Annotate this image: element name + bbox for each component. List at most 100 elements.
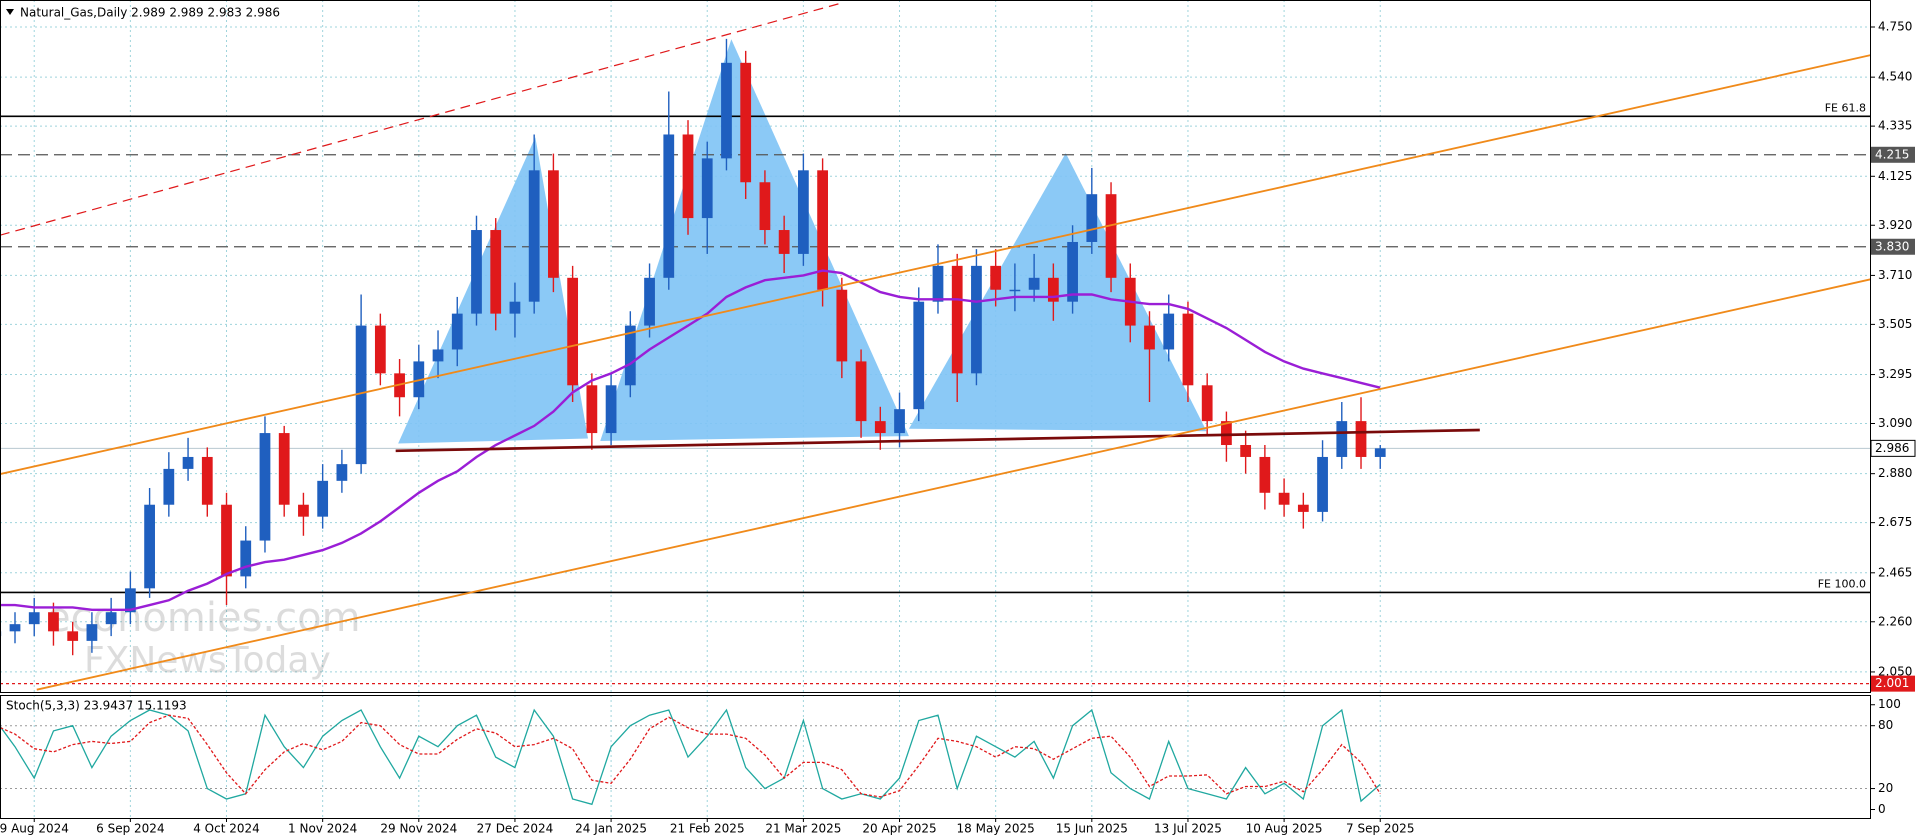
candle-body	[182, 456, 194, 469]
candle-body	[144, 504, 155, 589]
y-tick-label: 2.675	[1878, 515, 1912, 529]
x-tick-label: 29 Nov 2024	[380, 822, 457, 836]
x-tick-label: 4 Oct 2024	[193, 822, 260, 836]
y-tick-label: 4.750	[1878, 19, 1912, 33]
x-tick-label: 21 Mar 2025	[765, 822, 841, 836]
candle-body	[1374, 448, 1386, 457]
candle-body	[971, 265, 982, 374]
candle-body	[644, 277, 655, 326]
header: Natural_Gas,Daily 2.989 2.989 2.983 2.98…	[20, 6, 280, 20]
candle-body	[1144, 325, 1155, 350]
y-tick-label: 4.335	[1878, 119, 1912, 133]
trend-line	[0, 3, 840, 236]
level-name: FE 61.8	[1825, 101, 1866, 114]
candle-body	[701, 158, 713, 219]
candle-body	[721, 62, 732, 159]
candle-body	[201, 456, 213, 505]
candle-body	[1355, 421, 1367, 457]
moving-average	[0, 269, 1381, 611]
candle-body	[740, 62, 752, 183]
candle-body	[240, 540, 252, 577]
candle-body	[163, 468, 175, 505]
x-tick-label: 24 Jan 2025	[575, 822, 647, 836]
candle-body	[509, 301, 521, 314]
stoch-title: Stoch(5,3,3) 23.9437 15.1193	[6, 699, 187, 713]
trend-line	[0, 54, 1871, 475]
last-price-label: 2.986	[1875, 441, 1909, 455]
candle-body	[1067, 241, 1078, 302]
level-label: 3.830	[1875, 239, 1909, 253]
x-tick-label: 13 Jul 2025	[1154, 822, 1222, 836]
trend-line	[36, 278, 1871, 691]
y-tick-label: 3.090	[1878, 416, 1912, 430]
y-tick-label: 3.710	[1878, 268, 1912, 282]
candle-body	[1009, 289, 1021, 292]
watermark-text: FXNewsToday	[84, 640, 331, 681]
y-tick-label: 4.125	[1878, 169, 1912, 183]
candle-body	[663, 134, 675, 278]
level-name: FE 100.0	[1818, 577, 1866, 590]
candle-body	[951, 265, 963, 374]
main-panel-frame	[0, 0, 1871, 693]
candle-body	[1336, 421, 1348, 457]
candle-body	[1201, 385, 1213, 422]
y-tick-label: 100	[1878, 697, 1901, 711]
y-tick-label: 2.880	[1878, 466, 1912, 480]
candle-body	[374, 325, 386, 374]
candle-body	[1028, 277, 1040, 290]
watermark: economies.com FXNewsToday	[46, 595, 361, 681]
candle-body	[1259, 456, 1271, 493]
header-arrow	[6, 9, 14, 15]
neckline	[395, 428, 1480, 453]
candle-body	[567, 277, 579, 386]
candle-body	[1182, 313, 1194, 386]
grid	[0, 0, 1870, 818]
level-label-box	[1871, 146, 1915, 163]
candle-body	[221, 504, 232, 577]
candle-body	[874, 421, 886, 434]
x-tick-label: 10 Aug 2025	[1246, 822, 1323, 836]
candle-body	[336, 464, 348, 481]
y-tick-label: 0	[1878, 802, 1886, 816]
candle-body	[86, 624, 98, 641]
candle-body	[528, 170, 540, 302]
candle-body	[624, 325, 636, 386]
candle-body	[259, 433, 271, 541]
candle-body	[797, 170, 809, 254]
candle-body	[1163, 313, 1175, 350]
y-tick-label: 2.465	[1878, 565, 1912, 579]
candle-body	[1086, 194, 1098, 242]
candle-body	[932, 265, 944, 302]
candle-body	[836, 289, 848, 362]
candle-body	[278, 433, 290, 505]
x-tick-label: 15 Jun 2025	[1056, 822, 1128, 836]
candle-body	[894, 409, 905, 434]
candle-body	[913, 301, 925, 410]
last-price-box	[1870, 439, 1916, 457]
watermark-text: economies.com	[46, 595, 361, 641]
candle-body	[1221, 421, 1232, 446]
candle-body	[298, 504, 309, 517]
level-label-box	[1871, 238, 1915, 255]
x-tick-label: 7 Sep 2025	[1346, 822, 1414, 836]
level-label-box	[1871, 675, 1915, 692]
candle-body	[855, 361, 867, 422]
candle-body	[778, 230, 790, 254]
candle-body	[451, 313, 463, 350]
candle-body	[1240, 445, 1252, 457]
trend-lines	[0, 3, 1871, 691]
candle-body	[105, 612, 117, 625]
candle-body	[1047, 277, 1059, 302]
candle-body	[759, 182, 771, 231]
y-tick-label: 80	[1878, 718, 1893, 732]
x-tick-label: 9 Aug 2024	[0, 822, 69, 836]
candle-body	[605, 385, 617, 434]
y-tick-label: 20	[1878, 781, 1893, 795]
x-tick-label: 6 Sep 2024	[96, 822, 164, 836]
level-label: 4.215	[1875, 147, 1909, 161]
candle-body	[548, 170, 559, 278]
candle-body	[124, 588, 136, 613]
